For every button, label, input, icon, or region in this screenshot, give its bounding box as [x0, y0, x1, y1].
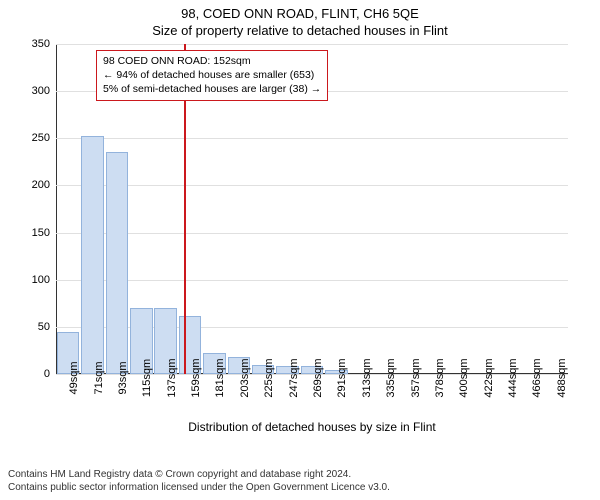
x-tick-label: 225sqm — [263, 358, 275, 397]
footer-attribution: Contains HM Land Registry data © Crown c… — [8, 468, 390, 494]
chart-title-block: 98, COED ONN ROAD, FLINT, CH6 5QE Size o… — [0, 0, 600, 38]
x-tick-label: 422sqm — [483, 358, 495, 397]
x-tick-label: 115sqm — [141, 359, 153, 397]
annotation-line: ← 94% of detached houses are smaller (65… — [103, 68, 321, 82]
grid-line — [56, 233, 568, 234]
plot-area: 98 COED ONN ROAD: 152sqm← 94% of detache… — [56, 44, 568, 374]
x-tick-label: 49sqm — [68, 361, 80, 394]
grid-line — [56, 185, 568, 186]
y-tick-label: 150 — [20, 227, 50, 239]
x-tick-label: 93sqm — [117, 361, 129, 394]
grid-line — [56, 280, 568, 281]
annotation-line: 5% of semi-detached houses are larger (3… — [103, 82, 321, 96]
x-tick-label: 159sqm — [190, 358, 202, 397]
x-tick-label: 444sqm — [507, 358, 519, 397]
y-tick-label: 300 — [20, 85, 50, 97]
y-tick-label: 200 — [20, 179, 50, 191]
annotation-box: 98 COED ONN ROAD: 152sqm← 94% of detache… — [96, 50, 328, 101]
x-tick-label: 137sqm — [166, 358, 178, 397]
x-tick-label: 313sqm — [361, 358, 373, 397]
x-tick-label: 488sqm — [556, 358, 568, 397]
x-tick-label: 203sqm — [239, 358, 251, 397]
x-tick-label: 335sqm — [385, 358, 397, 397]
x-tick-label: 400sqm — [458, 358, 470, 397]
footer-line-2: Contains public sector information licen… — [8, 481, 390, 494]
grid-line — [56, 138, 568, 139]
annotation-line: 98 COED ONN ROAD: 152sqm — [103, 54, 321, 68]
y-tick-label: 250 — [20, 132, 50, 144]
x-tick-label: 247sqm — [288, 358, 300, 397]
histogram-bar — [81, 136, 103, 374]
y-tick-label: 0 — [20, 368, 50, 380]
x-tick-label: 181sqm — [214, 358, 226, 397]
histogram-bar — [106, 152, 128, 374]
x-tick-label: 269sqm — [312, 358, 324, 397]
x-tick-label: 378sqm — [434, 358, 446, 397]
chart-area: Number of detached properties 98 COED ON… — [56, 44, 568, 412]
y-tick-label: 50 — [20, 321, 50, 333]
y-tick-label: 350 — [20, 38, 50, 50]
x-axis-title: Distribution of detached houses by size … — [56, 420, 568, 434]
grid-line — [56, 44, 568, 45]
x-tick-label: 291sqm — [336, 358, 348, 397]
title-address: 98, COED ONN ROAD, FLINT, CH6 5QE — [0, 6, 600, 21]
x-tick-label: 466sqm — [531, 358, 543, 397]
y-tick-label: 100 — [20, 274, 50, 286]
footer-line-1: Contains HM Land Registry data © Crown c… — [8, 468, 390, 481]
y-axis-line — [56, 44, 57, 374]
x-tick-label: 71sqm — [93, 361, 105, 394]
x-tick-label: 357sqm — [410, 358, 422, 397]
title-subtitle: Size of property relative to detached ho… — [0, 23, 600, 38]
